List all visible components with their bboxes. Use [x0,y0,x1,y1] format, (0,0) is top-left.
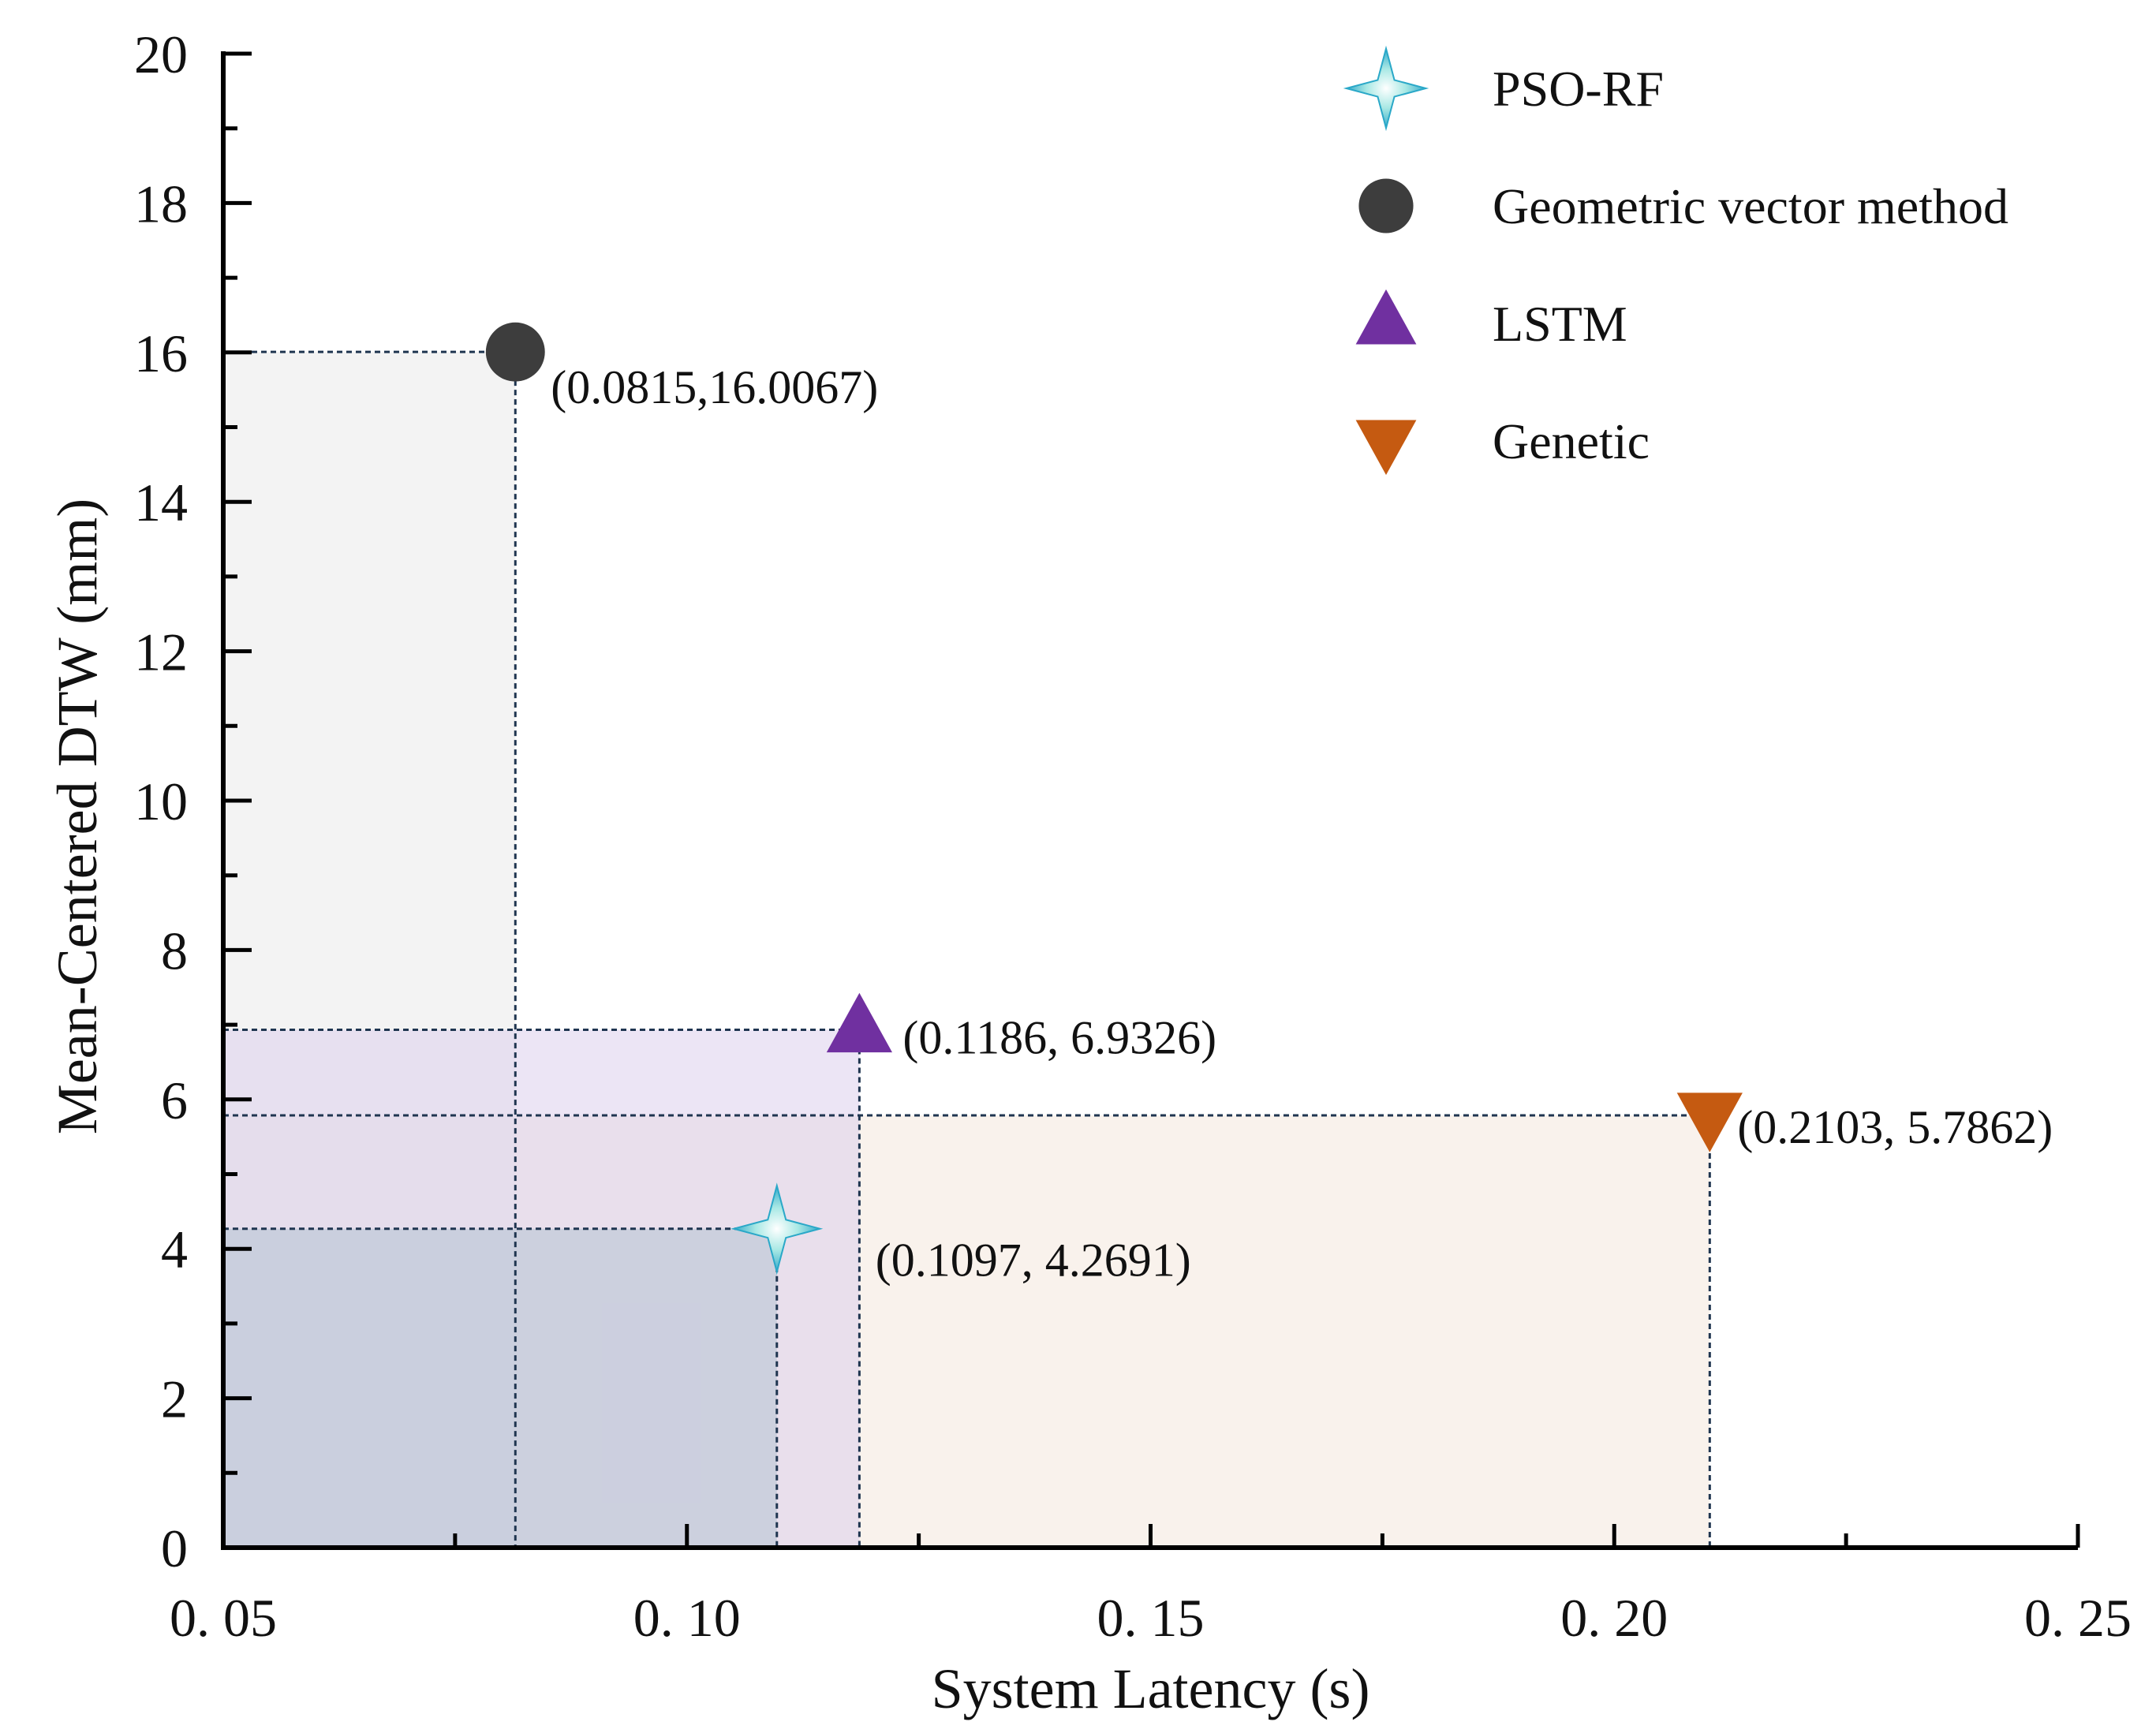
y-tick-label: 14 [134,472,188,532]
guide-lines [223,350,1711,1548]
axes: 0. 05 0. 10 0. 15 0. 20 0. 25 0 2 4 6 8 10 12 14 16 18… [134,24,2132,1648]
y-tick-label: 18 [134,174,188,233]
x-tick-label: 0. 20 [1560,1588,1668,1648]
x-tick-label: 0. 15 [1097,1588,1205,1648]
x-axis-title: System Latency (s) [932,1657,1370,1720]
y-tick-label: 4 [161,1219,188,1279]
legend-marker-pso-rf [1343,45,1429,132]
y-tick-label: 2 [161,1369,188,1429]
y-tick-label: 20 [134,24,188,84]
point-lstm [826,992,892,1053]
y-tick-label: 16 [134,323,188,383]
point-label-pso-rf: (0.1097, 4.2691) [876,1234,1191,1287]
y-tick-label: 6 [161,1070,188,1130]
point-geometric-vector-method [485,322,545,382]
point-labels: (0.1097, 4.2691) (0.0815,16.0067) (0.1186,… [551,361,2053,1287]
legend-label-genetic: Genetic [1493,413,1650,469]
point-label-lstm: (0.1186, 6.9326) [902,1011,1216,1063]
y-axis-title: Mean-Centered DTW (mm) [46,499,109,1134]
x-tick-label: 0. 05 [170,1588,277,1648]
shaded-regions [223,352,1710,1548]
point-label-genetic: (0.2103, 5.7862) [1737,1101,2053,1153]
legend-marker-geometric-vector-method [1358,178,1414,233]
region-pso-rf [223,1228,777,1548]
legend: PSO-RF Geometric vector method LSTM Genetic [1343,45,2008,476]
y-tick-label: 10 [134,771,188,831]
y-tick-label: 12 [134,622,188,682]
point-label-geometric-vector-method: (0.0815,16.0067) [551,361,878,413]
point-genetic [1676,1092,1743,1152]
x-tick-label: 0. 25 [2024,1588,2132,1648]
y-tick-label: 0 [161,1518,188,1578]
point-pso-rf [730,1182,824,1275]
legend-label-pso-rf: PSO-RF [1493,61,1664,117]
data-points [485,322,1743,1275]
y-tick-label: 8 [161,921,188,980]
legend-label-lstm: LSTM [1493,296,1627,352]
x-tick-label: 0. 10 [633,1588,741,1648]
legend-label-geometric-vector-method: Geometric vector method [1493,178,2008,234]
legend-marker-genetic [1355,420,1417,476]
legend-marker-lstm [1355,289,1417,345]
